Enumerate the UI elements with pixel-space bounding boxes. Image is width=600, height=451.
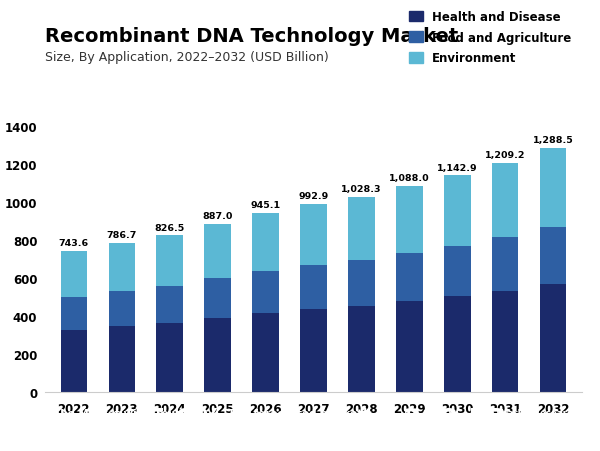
- Bar: [540, 227, 566, 285]
- Text: The Market will Grow
At the CAGR of:: The Market will Grow At the CAGR of:: [53, 408, 178, 432]
- Bar: [61, 297, 87, 330]
- Bar: [540, 148, 566, 227]
- Text: 786.7: 786.7: [107, 231, 137, 240]
- Bar: [205, 279, 231, 318]
- Bar: [301, 204, 326, 265]
- Bar: [396, 253, 422, 301]
- Bar: [348, 306, 374, 392]
- Bar: [444, 176, 470, 246]
- Text: MarketResearch: MarketResearch: [499, 408, 578, 417]
- Bar: [157, 286, 183, 323]
- Bar: [157, 235, 183, 286]
- Text: $1,288.5B: $1,288.5B: [356, 407, 507, 433]
- Bar: [61, 251, 87, 297]
- Bar: [301, 265, 326, 309]
- Bar: [109, 291, 135, 327]
- Text: 743.6: 743.6: [59, 239, 89, 248]
- Text: Recombinant DNA Technology Market: Recombinant DNA Technology Market: [45, 27, 458, 46]
- Text: WIDE RANGE OF GLOBAL MARKET REPORTS: WIDE RANGE OF GLOBAL MARKET REPORTS: [499, 432, 600, 437]
- Text: 5.8%: 5.8%: [147, 406, 224, 434]
- Bar: [348, 261, 374, 306]
- Text: 887.0: 887.0: [202, 212, 233, 221]
- Text: 1,209.2: 1,209.2: [485, 151, 526, 160]
- Bar: [109, 243, 135, 291]
- Bar: [253, 313, 279, 392]
- Bar: [253, 271, 279, 313]
- Bar: [444, 246, 470, 297]
- Bar: [492, 163, 518, 238]
- Text: 1,088.0: 1,088.0: [389, 174, 430, 183]
- Bar: [348, 198, 374, 261]
- Text: Size, By Application, 2022–2032 (USD Billion): Size, By Application, 2022–2032 (USD Bil…: [45, 51, 329, 64]
- Text: 1,142.9: 1,142.9: [437, 163, 478, 172]
- Text: The forecasted market
size for 2032 in USD: The forecasted market size for 2032 in U…: [227, 408, 362, 432]
- Text: 1,288.5: 1,288.5: [533, 136, 574, 145]
- Bar: [396, 301, 422, 392]
- Text: 826.5: 826.5: [155, 223, 185, 232]
- Text: 1,028.3: 1,028.3: [341, 185, 382, 194]
- Bar: [205, 318, 231, 392]
- Legend: Health and Disease, Food and Agriculture, Environment: Health and Disease, Food and Agriculture…: [404, 6, 576, 70]
- Bar: [492, 291, 518, 392]
- Bar: [253, 213, 279, 271]
- Bar: [396, 186, 422, 253]
- Text: 992.9: 992.9: [298, 192, 329, 201]
- Bar: [61, 330, 87, 392]
- Text: 945.1: 945.1: [250, 201, 281, 210]
- Bar: [492, 238, 518, 291]
- Bar: [444, 297, 470, 392]
- Bar: [109, 327, 135, 392]
- Bar: [157, 323, 183, 392]
- Bar: [205, 224, 231, 279]
- Bar: [301, 309, 326, 392]
- Bar: [540, 285, 566, 392]
